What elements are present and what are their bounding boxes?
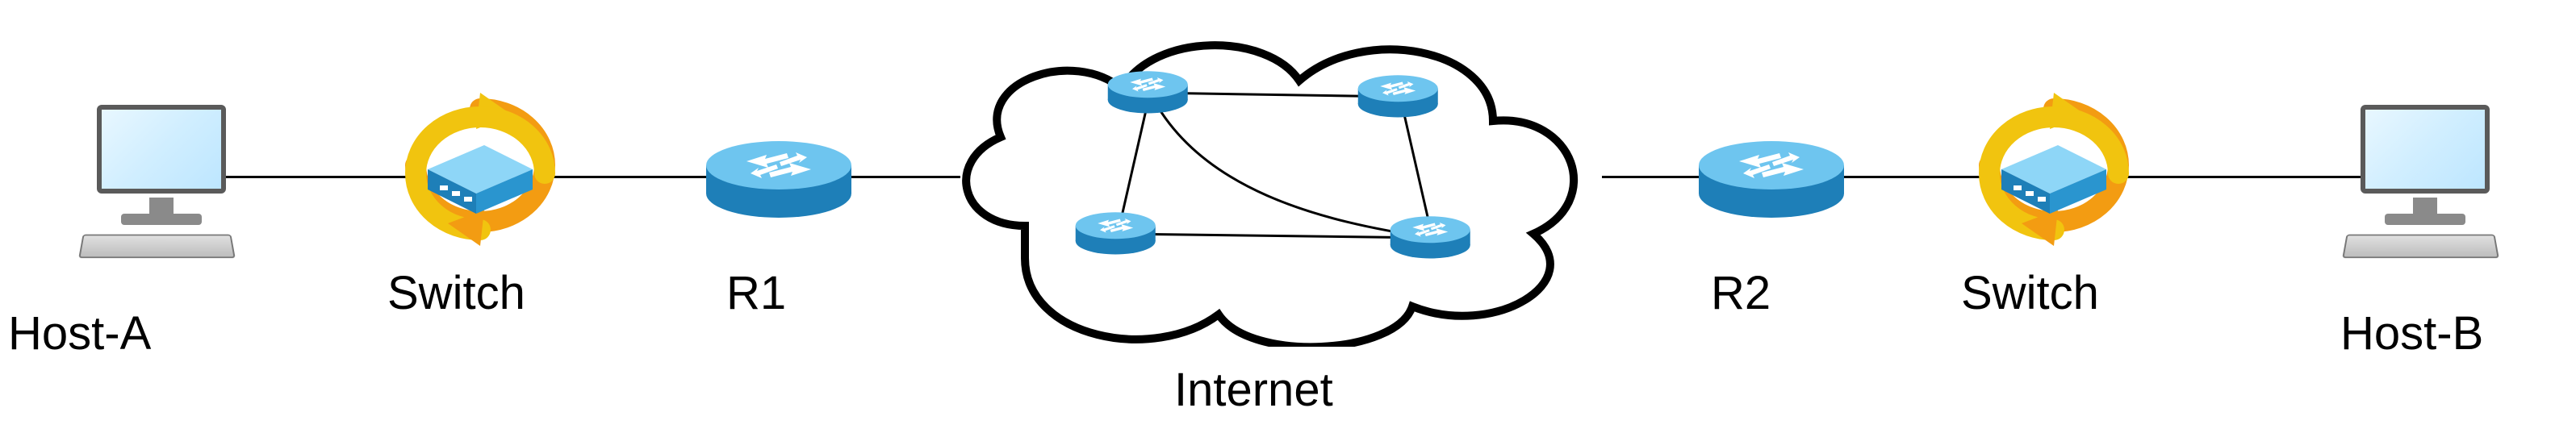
network-diagram: Host-A Switch R1 Internet R2 Switch Host-B (0, 0, 2576, 433)
switch-swA (387, 93, 573, 254)
link-swA-r1 (553, 176, 722, 178)
label-r1: R1 (726, 266, 786, 320)
label-hostA: Host-A (8, 306, 151, 360)
cloud-inner-router-0 (1106, 65, 1190, 118)
label-swA: Switch (387, 266, 525, 320)
switch-swB (1961, 93, 2147, 254)
label-cloud: Internet (1174, 363, 1333, 417)
router-r2 (1695, 129, 1848, 226)
cloud-inner-router-2 (1073, 206, 1158, 259)
router-r1 (702, 129, 855, 226)
cloud-inner-router-1 (1356, 69, 1441, 122)
label-hostB: Host-B (2340, 306, 2483, 360)
label-swB: Switch (1961, 266, 2099, 320)
label-r2: R2 (1711, 266, 1771, 320)
link-hostA-swA (222, 176, 412, 178)
cloud-inner-router-3 (1388, 210, 1473, 263)
link-swB-hostB (2126, 176, 2365, 178)
computer-hostA (77, 105, 246, 266)
computer-hostB (2340, 105, 2510, 266)
